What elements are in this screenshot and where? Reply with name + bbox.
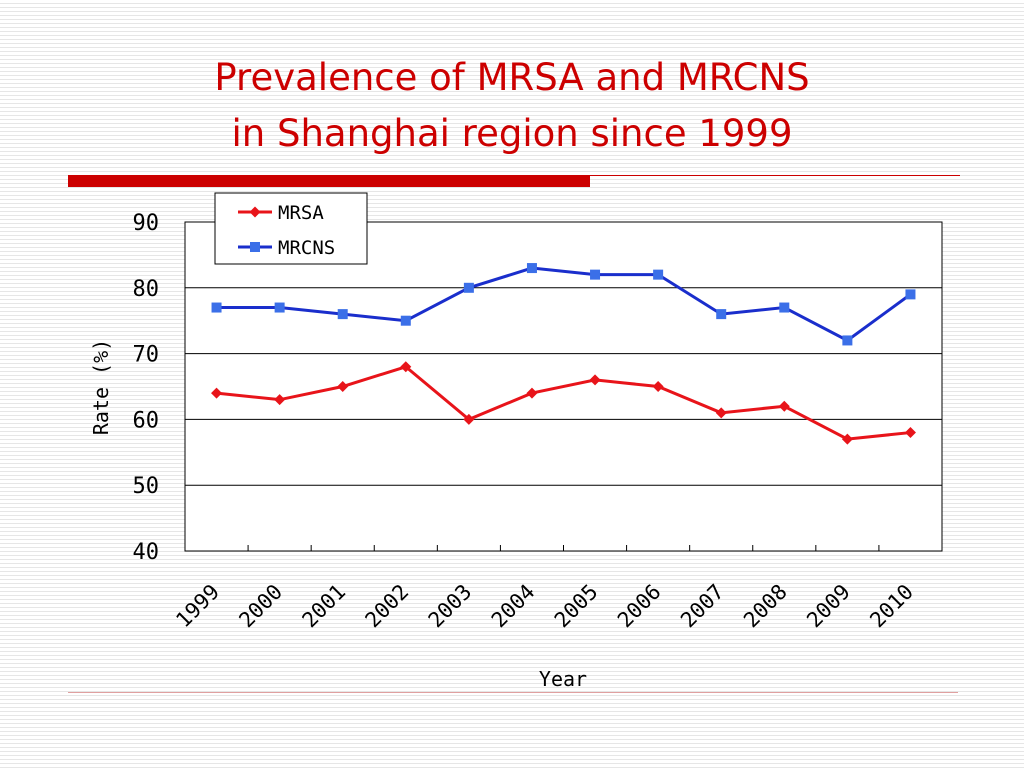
x-tick-label: 2001 xyxy=(298,580,351,633)
legend-item-mrcns: MRCNS xyxy=(238,237,335,259)
mrsa-line xyxy=(216,365,911,441)
footer-line xyxy=(68,692,958,693)
series-layer xyxy=(211,263,916,445)
x-tick-label: 2010 xyxy=(865,580,918,633)
x-tick-label: 2003 xyxy=(424,580,477,633)
mrsa-point xyxy=(904,427,916,439)
x-tick-label: 2007 xyxy=(676,580,729,633)
y-axis: 40 50 60 70 80 90 xyxy=(133,211,160,565)
x-axis-label: Year xyxy=(539,667,587,691)
mrsa-point xyxy=(652,381,664,392)
x-tick-label: 2005 xyxy=(550,580,603,633)
mrsa-point xyxy=(274,394,286,406)
mrsa-point xyxy=(337,381,349,392)
x-tick-label: 2008 xyxy=(739,580,792,633)
legend-marker xyxy=(250,242,260,252)
mrcns-point xyxy=(653,269,664,280)
x-tick-label: 2002 xyxy=(361,580,414,633)
accent-bar xyxy=(68,175,590,187)
y-tick-label: 50 xyxy=(133,474,160,499)
legend-box xyxy=(214,192,368,265)
x-tick-label: 2004 xyxy=(487,580,540,633)
mrcns-point xyxy=(400,315,411,326)
slide-title: Prevalence of MRSA and MRCNS in Shanghai… xyxy=(0,50,1024,162)
y-tick-label: 90 xyxy=(133,211,160,236)
title-line-1: Prevalence of MRSA and MRCNS xyxy=(214,56,810,99)
mrcns-point xyxy=(716,309,727,320)
mrsa-point xyxy=(463,413,475,425)
legend-marker xyxy=(249,206,261,218)
mrcns-point xyxy=(526,263,537,274)
mrcns-point xyxy=(274,302,285,313)
mrcns-point xyxy=(779,302,790,313)
mrsa-point xyxy=(526,387,538,399)
legend-item-mrsa: MRSA xyxy=(238,202,324,224)
x-tick-label: 1999 xyxy=(171,580,224,633)
mrcns-point xyxy=(211,302,222,313)
mrsa-point xyxy=(841,433,853,445)
legend: MRSA MRCNS xyxy=(214,192,368,265)
mrsa-point xyxy=(211,387,223,399)
legend-label: MRSA xyxy=(278,202,324,224)
mrcns-point xyxy=(842,335,853,346)
y-tick-label: 70 xyxy=(133,343,160,368)
gridlines xyxy=(185,287,942,486)
x-tick-label: 2006 xyxy=(613,580,666,633)
mrsa-point xyxy=(589,374,601,386)
mrsa-point xyxy=(715,407,727,419)
y-tick-label: 60 xyxy=(133,408,160,433)
series-mrcns xyxy=(211,263,916,346)
mrsa-point xyxy=(400,361,412,373)
y-tick-label: 80 xyxy=(133,277,160,302)
accent-line xyxy=(590,175,960,176)
x-tick-label: 2000 xyxy=(234,580,287,633)
y-tick-label: 40 xyxy=(133,540,160,565)
mrcns-line xyxy=(216,266,912,343)
mrcns-point xyxy=(905,289,916,300)
mrcns-point xyxy=(590,269,601,280)
legend-label: MRCNS xyxy=(278,237,335,259)
x-axis: 1999 2000 2001 2002 2003 2004 2005 2006 2007 2008… xyxy=(171,545,918,632)
y-axis-label: Rate (%) xyxy=(89,339,113,435)
mrcns-point xyxy=(337,309,348,320)
x-tick-label: 2009 xyxy=(802,580,855,633)
title-line-2: in Shanghai region since 1999 xyxy=(231,112,793,155)
mrsa-point xyxy=(778,400,790,412)
mrcns-point xyxy=(463,282,474,293)
series-mrsa xyxy=(211,361,916,445)
